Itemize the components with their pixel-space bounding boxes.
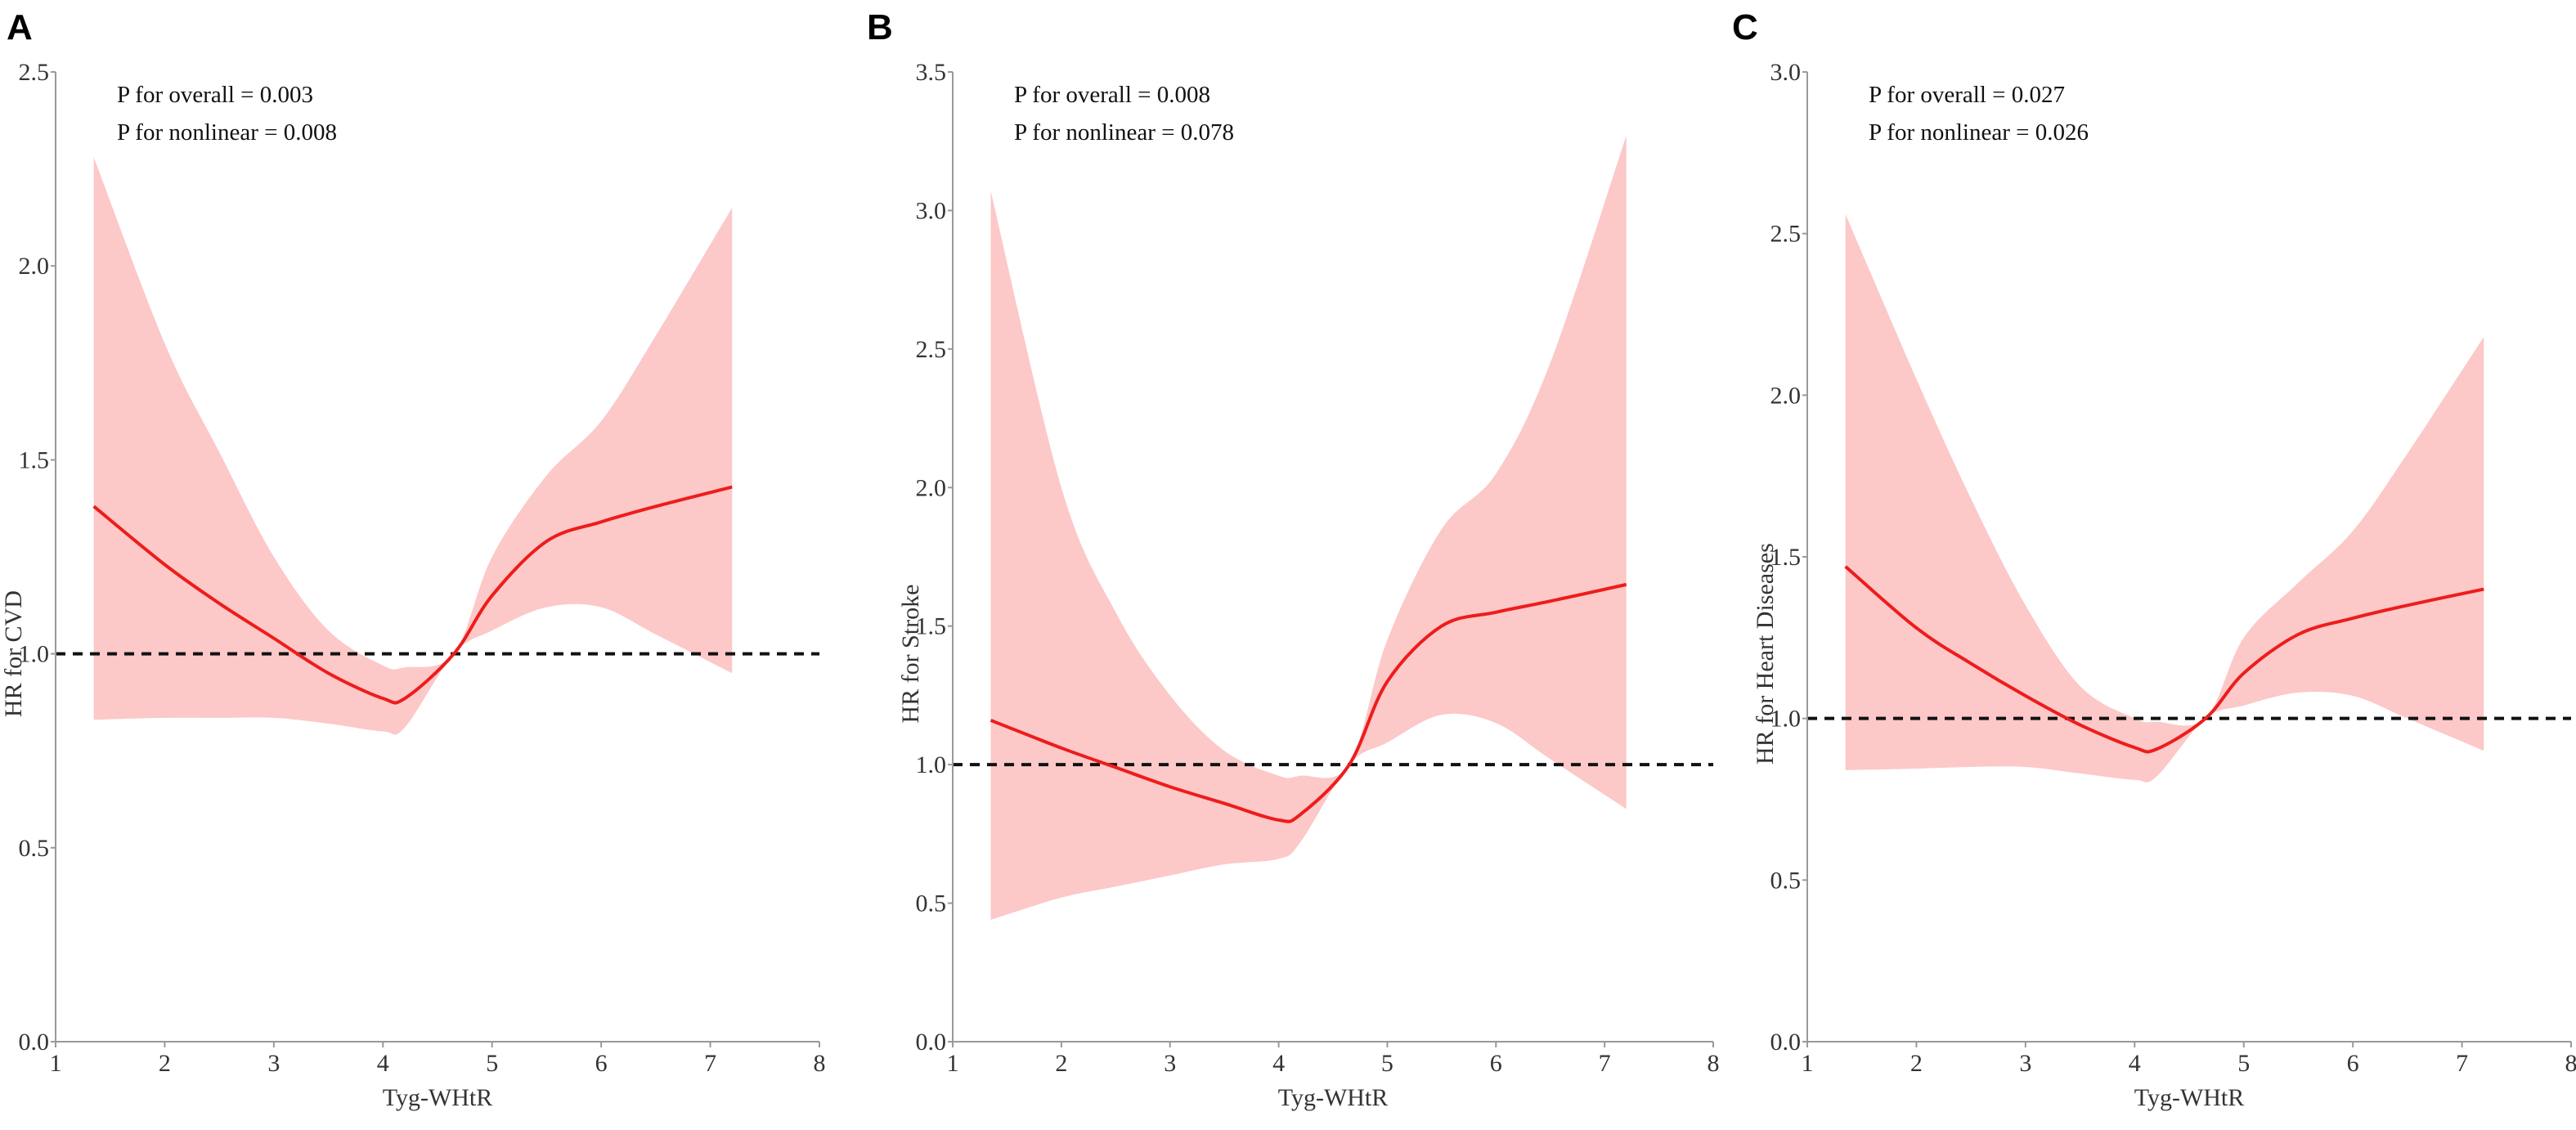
- y-tick-label: 3.0: [1770, 59, 1802, 86]
- x-tick-label: 7: [704, 1050, 716, 1077]
- x-tick-label: 7: [2456, 1050, 2468, 1077]
- p-value-annotation: P for nonlinear = 0.008: [117, 119, 337, 146]
- x-tick-label: 2: [1055, 1050, 1067, 1077]
- confidence-band: [1845, 213, 2484, 782]
- y-tick-label: 2.5: [1770, 221, 1802, 248]
- y-axis-label: HR for CVD: [0, 590, 27, 717]
- hr-line: [1844, 565, 2484, 754]
- x-tick-label: 3: [267, 1050, 280, 1077]
- x-tick-label: 6: [2347, 1050, 2359, 1077]
- p-value-annotation: P for nonlinear = 0.026: [1869, 119, 2089, 146]
- x-tick-label: 2: [159, 1050, 171, 1077]
- panel-c: C 0.0 0.5 1.0 1.5 2.0 2.5 3.0 1 2 3 4 5 6 7 8 Tyg-WHtR HR…: [1732, 7, 2576, 1111]
- x-axis-label: Tyg-WHtR: [2134, 1084, 2245, 1111]
- x-tick-label: 4: [377, 1050, 389, 1077]
- y-tick-label: 0.0: [1770, 1029, 1802, 1056]
- p-value-annotation: P for overall = 0.008: [1014, 82, 1210, 108]
- y-tick-label: 2.0: [1770, 382, 1802, 409]
- y-tick-label: 0.5: [19, 835, 50, 862]
- y-axis-label: HR for Stroke: [897, 585, 924, 724]
- y-tick-label: 3.5: [916, 59, 947, 86]
- y-tick-label: 2.5: [19, 59, 50, 86]
- x-tick-label: 4: [2129, 1050, 2141, 1077]
- hr-line: [92, 485, 733, 705]
- y-tick-label: 0.0: [19, 1029, 50, 1056]
- y-tick-label: 2.5: [916, 336, 947, 363]
- x-axis-label: Tyg-WHtR: [383, 1084, 493, 1111]
- y-axis-label: HR for Heart Diseases: [1752, 543, 1779, 765]
- y-tick-label: 0.5: [1770, 867, 1802, 894]
- y-tick-label: 1.5: [916, 613, 947, 640]
- x-tick-label: 7: [1599, 1050, 1611, 1077]
- y-tick-label: 0.0: [916, 1029, 947, 1056]
- x-tick-label: 5: [1381, 1050, 1393, 1077]
- x-tick-label: 5: [486, 1050, 498, 1077]
- y-tick-label: 1.0: [916, 751, 947, 778]
- y-tick-label: 1.0: [19, 641, 50, 668]
- y-tick-label: 1.5: [1770, 544, 1802, 571]
- x-tick-label: 6: [1490, 1050, 1502, 1077]
- panel-label: A: [7, 7, 33, 47]
- x-tick-label: 2: [1910, 1050, 1923, 1077]
- x-tick-label: 3: [2019, 1050, 2031, 1077]
- x-tick-label: 8: [814, 1050, 826, 1077]
- x-tick-label: 1: [50, 1050, 62, 1077]
- x-tick-label: 5: [2237, 1050, 2250, 1077]
- panel-a: A 0.0 0.5 1.0 1.5 2.0 2.5 1 2 3 4 5 6 7 8 Tyg-WHtR HR fo…: [0, 7, 826, 1111]
- y-tick-label: 3.0: [916, 197, 947, 224]
- x-tick-label: 6: [595, 1050, 608, 1077]
- p-value-annotation: P for overall = 0.003: [117, 82, 313, 108]
- x-axis-label: Tyg-WHtR: [1278, 1084, 1389, 1111]
- x-tick-label: 1: [947, 1050, 959, 1077]
- p-value-annotation: P for overall = 0.027: [1869, 82, 2065, 108]
- x-tick-label: 8: [2565, 1050, 2576, 1077]
- confidence-band: [93, 157, 733, 735]
- x-tick-label: 4: [1272, 1050, 1285, 1077]
- y-tick-label: 2.0: [19, 253, 50, 280]
- panel-b: B 0.0 0.5 1.0 1.5 2.0 2.5 3.0 3.5 1 2 3 4 5 6 7 8 Tyg-WHt…: [867, 7, 1720, 1111]
- x-tick-label: 8: [1708, 1050, 1720, 1077]
- y-tick-label: 1.0: [1770, 706, 1802, 733]
- panel-label: B: [867, 7, 893, 47]
- x-tick-label: 3: [1164, 1050, 1176, 1077]
- panel-label: C: [1732, 7, 1758, 47]
- hr-line: [990, 582, 1627, 823]
- confidence-band: [990, 135, 1627, 920]
- y-tick-label: 0.5: [916, 890, 947, 917]
- p-value-annotation: P for nonlinear = 0.078: [1014, 119, 1234, 146]
- x-tick-label: 1: [1802, 1050, 1814, 1077]
- y-tick-label: 1.5: [19, 446, 50, 473]
- y-tick-label: 2.0: [916, 474, 947, 501]
